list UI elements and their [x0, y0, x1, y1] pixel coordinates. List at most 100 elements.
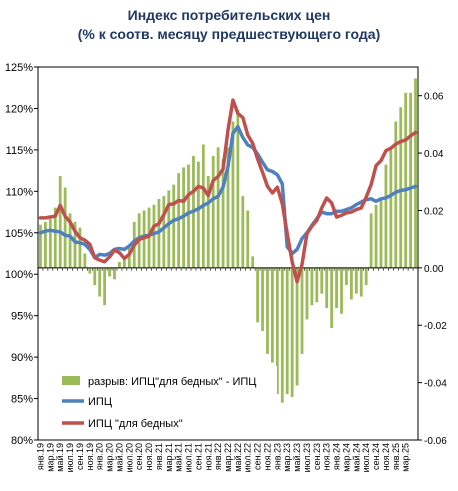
- gap-bar: [399, 107, 403, 268]
- gap-bar: [103, 267, 107, 306]
- gap-bar: [364, 267, 368, 286]
- x-axis-tick-label: июл.23: [302, 443, 312, 472]
- gap-bar: [108, 267, 111, 277]
- legend-box: [55, 366, 277, 432]
- legend: разрыв: ИПЦ"для бедных" - ИПЦ ИПЦ ИПЦ "для…: [55, 366, 277, 432]
- x-axis-tick-label: сен.24: [371, 443, 381, 470]
- x-axis-tick-label: май.22: [233, 443, 243, 472]
- gap-bar: [310, 267, 314, 306]
- x-axis-tick-label: июл.22: [243, 443, 253, 472]
- gap-bar: [226, 147, 230, 268]
- gap-bar: [246, 210, 250, 268]
- gap-bar: [93, 267, 97, 286]
- x-axis-tick-label: янв.24: [332, 443, 342, 470]
- x-axis-tick-label: сен.23: [312, 443, 322, 470]
- gap-bar: [83, 253, 87, 268]
- x-axis-tick-label: сен.22: [253, 443, 263, 470]
- gap-bar: [354, 267, 358, 294]
- x-axis-tick-label: июл.24: [361, 443, 371, 472]
- x-axis-tick-label: ноя.24: [381, 443, 391, 470]
- series-lines: [38, 98, 418, 284]
- legend-swatch-gap: [62, 376, 80, 385]
- x-axis-tick-label: янв.21: [154, 443, 164, 470]
- gap-bar: [44, 221, 47, 268]
- gap-bar: [48, 219, 52, 268]
- gap-bar: [379, 198, 383, 268]
- right-axis-tick-label: -0.06: [424, 436, 447, 447]
- axes: [34, 66, 422, 441]
- gap-bar: [63, 187, 67, 268]
- right-axis-tick-label: -0.04: [424, 379, 447, 390]
- left-axis-tick-label: 80%: [11, 435, 33, 447]
- x-axis-tick-label: май.23: [292, 443, 302, 472]
- left-axis-tick-label: 110%: [6, 186, 34, 198]
- right-axis-tick-label: 0.02: [424, 206, 444, 217]
- gap-bar: [394, 121, 398, 268]
- gap-bar: [122, 256, 126, 268]
- gap-bar: [330, 267, 334, 329]
- gap-bar: [152, 204, 156, 268]
- legend-label-cpi: ИПЦ: [88, 396, 112, 408]
- left-axis-tick-label: 85%: [11, 394, 33, 406]
- left-axis-tick-label: 90%: [11, 352, 33, 364]
- gap-bar: [359, 267, 363, 297]
- gap-bar: [221, 158, 225, 268]
- gap-bar: [349, 267, 353, 300]
- x-axis-tick-label: янв.25: [391, 443, 401, 470]
- gap-bar: [300, 267, 304, 354]
- gap-bar: [335, 267, 338, 309]
- gap-bar: [266, 267, 269, 354]
- right-axis-tick-label: 0.06: [424, 92, 444, 103]
- gap-bar: [409, 92, 412, 268]
- x-axis-tick-label: ноя.20: [144, 443, 154, 470]
- gap-bar: [196, 161, 200, 268]
- gap-bar: [162, 196, 166, 268]
- gap-bar: [78, 227, 82, 268]
- left-axis-tick-label: 120%: [5, 103, 33, 115]
- x-axis-tick-label: мар.24: [341, 443, 351, 472]
- left-axis-tick-label: 95%: [11, 311, 33, 323]
- gap-bar: [414, 78, 417, 268]
- legend-label-gap: разрыв: ИПЦ"для бедных" - ИПЦ: [88, 376, 256, 388]
- gap-bar: [58, 176, 62, 268]
- gap-bar: [127, 247, 131, 268]
- gap-bar: [285, 267, 289, 395]
- gap-bar: [88, 267, 92, 274]
- x-axis-tick-label: сен.19: [75, 443, 85, 470]
- gap-bar: [404, 92, 408, 268]
- x-axis-tick-label: янв.20: [95, 443, 105, 470]
- gap-bar: [241, 196, 245, 268]
- right-axis-tick-label: 0.04: [424, 149, 444, 160]
- gap-bar: [53, 207, 57, 268]
- gap-bar: [261, 267, 264, 331]
- x-axis-tick-label: мар.23: [282, 443, 292, 472]
- gap-bar: [211, 155, 215, 268]
- legend-label-cpi-poor: ИПЦ "для бедных": [88, 418, 183, 430]
- left-axis-tick-label: 105%: [5, 228, 33, 240]
- x-axis-tick-label: янв.23: [272, 443, 282, 470]
- gap-bar: [271, 267, 274, 363]
- gap-bar: [118, 262, 121, 268]
- gap-bar: [340, 267, 343, 314]
- x-axis-tick-label: июл.19: [65, 443, 75, 472]
- left-axis-tick-label: 115%: [6, 145, 34, 157]
- x-axis-tick-label: ноя.21: [203, 443, 213, 470]
- x-axis-tick-label: янв.22: [213, 443, 223, 470]
- gap-bar: [320, 267, 324, 294]
- gap-bar: [325, 267, 329, 309]
- gap-bar: [389, 147, 393, 268]
- gap-bar: [216, 147, 220, 268]
- x-axis-tick-label: янв.19: [35, 443, 45, 470]
- gap-bar: [305, 267, 309, 320]
- gap-bar: [187, 164, 190, 268]
- gap-bar: [206, 176, 210, 268]
- cpi-poor-line: [38, 98, 418, 284]
- tick-labels: 80% 85% 90% 95% 100% 105% 110% 115% 120% 125% -0.0…: [5, 62, 447, 472]
- gap-bar: [280, 267, 284, 403]
- x-axis-tick-label: июл.21: [184, 443, 194, 472]
- x-axis-tick-label: ноя.19: [85, 443, 95, 470]
- x-axis-tick-label: ноя.22: [262, 443, 272, 470]
- x-axis-tick-label: май.20: [114, 443, 124, 472]
- x-axis-tick-label: ноя.23: [322, 443, 332, 470]
